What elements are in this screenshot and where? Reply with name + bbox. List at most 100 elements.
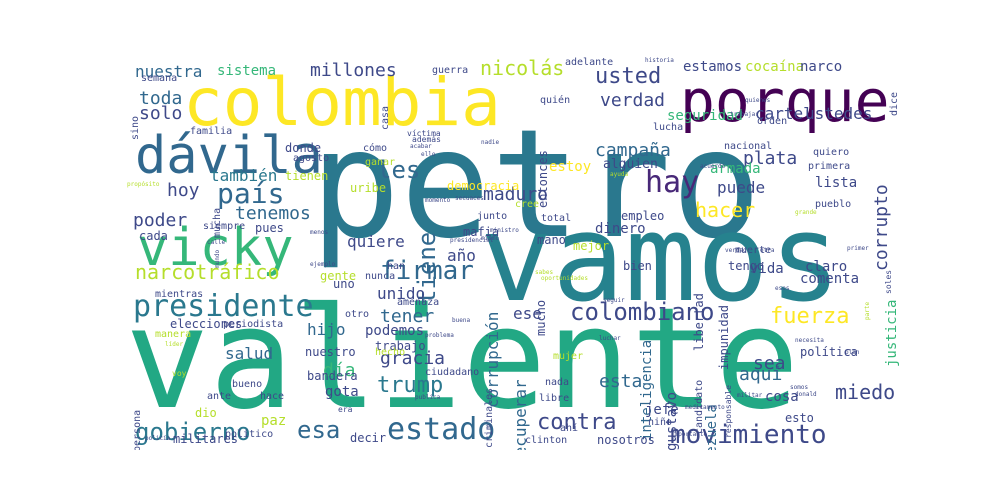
word-amenaza: amenaza bbox=[397, 297, 440, 308]
word-hoy: hoy bbox=[167, 180, 200, 201]
word-buena: buena bbox=[452, 317, 471, 324]
word-trabajar: trabajar bbox=[730, 111, 759, 118]
word-dinero: dinero bbox=[595, 221, 646, 237]
word-problema: problema bbox=[425, 332, 454, 339]
word-quiere: quiere bbox=[347, 232, 405, 251]
word-estado: estado bbox=[387, 412, 496, 447]
word-ese: ese bbox=[513, 304, 542, 323]
word-millones: millones bbox=[310, 60, 397, 81]
word-trump: trump bbox=[377, 373, 444, 398]
word-secuaces: secuaces bbox=[455, 195, 484, 202]
word-esa: esa bbox=[297, 416, 341, 444]
word-quien: quién bbox=[540, 95, 571, 106]
word-clinton: clinton bbox=[525, 435, 568, 446]
word-trabajo: trabajo bbox=[375, 339, 426, 353]
word-cloud: petro valiente vamos colombia porque dávila vi… bbox=[125, 50, 899, 450]
word-policia: policía bbox=[145, 435, 171, 442]
word-porque: porque bbox=[680, 67, 890, 135]
word-donald: donald bbox=[795, 391, 817, 398]
word-quiero: quiero bbox=[813, 147, 850, 158]
word-otro: otro bbox=[345, 309, 370, 320]
word-casa: casa bbox=[380, 105, 391, 130]
word-uribe: uribe bbox=[350, 181, 387, 195]
word-plata: plata bbox=[743, 148, 798, 169]
word-nunca: nunca bbox=[365, 271, 396, 282]
word-bueno: bueno bbox=[232, 379, 263, 390]
word-gracia: gracia bbox=[380, 348, 446, 369]
word-movimiento: movimiento bbox=[670, 420, 827, 450]
word-fuerza: fuerza bbox=[770, 304, 850, 329]
word-maduro: maduro bbox=[483, 184, 549, 205]
word-estoy: estoy bbox=[549, 159, 592, 175]
word-armada: armada bbox=[710, 161, 761, 177]
word-muerte: muerte bbox=[735, 245, 772, 256]
word-alguien: alguien bbox=[603, 157, 658, 172]
word-seguridad: seguridad bbox=[667, 108, 743, 124]
word-contra: contra bbox=[537, 410, 617, 435]
word-primera: primera bbox=[808, 161, 851, 172]
word-importante: importante bbox=[671, 431, 708, 438]
word-les: les bbox=[377, 156, 421, 184]
word-bandera: bandera bbox=[307, 369, 358, 383]
word-dia: día bbox=[323, 360, 356, 381]
word-mundo: mundo bbox=[214, 249, 221, 268]
word-parte: parte bbox=[864, 301, 871, 320]
word-historia: historia bbox=[645, 57, 674, 64]
word-politico: político bbox=[225, 429, 274, 440]
word-dio: dio bbox=[195, 406, 217, 420]
word-vicky: vicky bbox=[137, 218, 294, 278]
word-tengo: tengo bbox=[728, 259, 765, 273]
word-podemos: podemos bbox=[365, 323, 425, 339]
word-responsable: responsable bbox=[724, 384, 733, 438]
word-ciudadano: ciudadano bbox=[425, 367, 480, 378]
word-verdad: verdad bbox=[600, 90, 666, 111]
word-corrupto: corrupto bbox=[871, 184, 892, 272]
word-presidente: presidente bbox=[133, 289, 314, 324]
word-hijo: hijo bbox=[307, 320, 346, 339]
word-elecciones: elecciones bbox=[170, 317, 243, 331]
word-unido: unido bbox=[377, 284, 426, 303]
word-total: total bbox=[541, 213, 572, 224]
word-hacer: hacer bbox=[695, 198, 756, 222]
word-oportunidades: oportunidades bbox=[541, 275, 588, 282]
word-ganar: ganar bbox=[365, 157, 396, 168]
word-adelante: adelante bbox=[565, 57, 614, 68]
word-plan: plan bbox=[845, 349, 860, 356]
word-agosto: agosto bbox=[293, 153, 330, 164]
word-libre: libre bbox=[539, 393, 570, 404]
word-mejor: mejor bbox=[573, 239, 610, 253]
word-esta: esta bbox=[599, 371, 643, 392]
word-han: han bbox=[387, 261, 406, 272]
word-tambien: también bbox=[210, 166, 278, 185]
word-ayuda: ayuda bbox=[610, 171, 629, 178]
word-nuestro: nuestro bbox=[305, 345, 356, 359]
word-nino: niño bbox=[648, 417, 673, 428]
word-nicolas: nicolás bbox=[480, 56, 565, 80]
word-voy: voy bbox=[172, 369, 187, 378]
word-poder: poder bbox=[133, 210, 188, 231]
word-jefe: jefe bbox=[645, 402, 679, 418]
word-dice: dice bbox=[889, 91, 899, 116]
word-ante: ante bbox=[207, 391, 232, 402]
word-manera: manera bbox=[155, 329, 192, 340]
word-ministro: ministro bbox=[490, 227, 519, 234]
word-justicia: justicia bbox=[884, 299, 899, 368]
word-calle: calle bbox=[207, 239, 226, 246]
word-gobierno: gobierno bbox=[135, 418, 251, 446]
word-cosa: cosa bbox=[765, 389, 799, 405]
word-momento: momento bbox=[425, 197, 451, 204]
word-cartel: cartel bbox=[755, 104, 813, 123]
word-estamos: estamos bbox=[683, 59, 743, 75]
word-ustedes: ustedes bbox=[805, 104, 873, 123]
word-orden: orden bbox=[757, 116, 788, 127]
word-impunidad: impunidad bbox=[717, 304, 731, 370]
word-usted: usted bbox=[595, 64, 662, 89]
word-mucha: mucha bbox=[212, 207, 223, 238]
word-narcotrafico: narcotráfico bbox=[135, 260, 280, 284]
word-aqui: aquí bbox=[739, 364, 783, 385]
word-nada: nada bbox=[545, 377, 570, 388]
word-presidencial: presidencial bbox=[450, 237, 494, 244]
word-comenta: comenta bbox=[800, 271, 860, 287]
word-sino: sino bbox=[130, 115, 141, 140]
word-firmar: firmar bbox=[380, 256, 474, 286]
